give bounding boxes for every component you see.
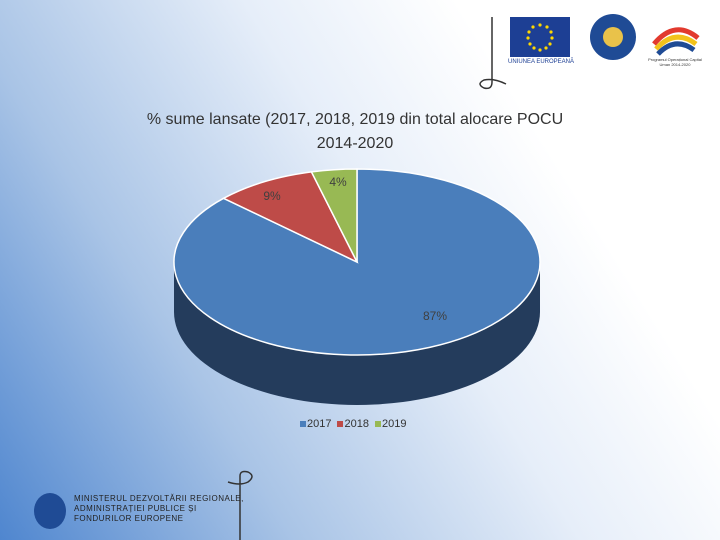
decorative-swirl-icon	[227, 470, 253, 540]
ministry-name-line: MINISTERUL DEZVOLTĂRII REGIONALE,	[74, 494, 244, 503]
legend-swatch	[374, 421, 381, 427]
data-label-2018: 9%	[263, 189, 281, 203]
program-logo-icon	[652, 27, 700, 56]
ministry-emblem-logo	[34, 493, 66, 529]
eu-flag-logo	[510, 17, 570, 57]
legend-label: 2017	[307, 418, 332, 430]
coat-of-arms-icon	[603, 27, 623, 47]
chart-title-line-2: 2014-2020	[316, 135, 394, 152]
program-label: Programul Operațional Capital Uman 2014-…	[648, 57, 702, 67]
legend-item-2019: 2019	[374, 418, 407, 430]
chart-title: % sume lansate (2017, 2018, 2019 din tot…	[110, 108, 600, 156]
pie-slice-side-2017	[174, 262, 540, 405]
chart-legend: 2017 2018 2019	[300, 418, 406, 430]
data-label-2017: 87%	[423, 309, 447, 323]
legend-item-2017: 2017	[300, 418, 331, 430]
decorative-swirl-icon	[479, 17, 507, 90]
eu-label: UNIUNEA EUROPEANĂ	[508, 59, 575, 65]
legend-label: 2018	[344, 418, 369, 430]
legend-label: 2019	[381, 418, 407, 430]
legend-swatch	[300, 421, 306, 427]
data-label-2019: 4%	[329, 175, 347, 189]
ministry-name-line: FONDURILOR EUROPENE	[74, 514, 184, 523]
ministry-name: MINISTERUL DEZVOLTĂRII REGIONALE, ADMINI…	[74, 494, 244, 524]
eu-stars-icon	[526, 23, 554, 52]
pie-slice-2018	[221, 171, 359, 264]
ministry-name-line: ADMINISTRAȚIEI PUBLICE ȘI	[74, 504, 197, 513]
legend-item-2018: 2018	[337, 418, 369, 430]
pie-slice-2019	[310, 168, 358, 263]
chart-title-line-1: % sume lansate (2017, 2018, 2019 din tot…	[146, 111, 564, 128]
legend-swatch	[337, 421, 344, 427]
